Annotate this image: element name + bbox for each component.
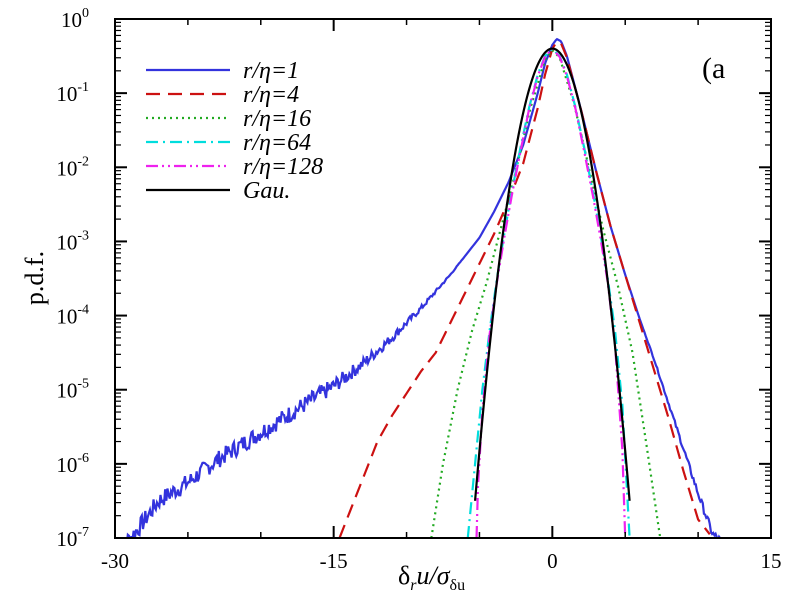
- x-tick-label: 0: [547, 549, 558, 573]
- legend-label: r/η=4: [243, 82, 299, 108]
- x-axis-label: δru/σδu: [398, 561, 465, 594]
- legend-label: r/η=16: [243, 106, 311, 132]
- legend-label: r/η=128: [243, 154, 323, 180]
- x-tick-label: 15: [761, 549, 782, 573]
- legend-label: Gau.: [243, 178, 290, 204]
- series-line-1: [122, 37, 722, 538]
- y-tick-label: 10-4: [56, 303, 89, 329]
- legend-label: r/η=1: [243, 58, 299, 84]
- y-tick-label: 10-7: [56, 525, 89, 551]
- y-tick-label: 100: [61, 6, 89, 32]
- y-tick-label: 10-5: [56, 377, 89, 403]
- x-tick-label: -30: [101, 549, 129, 573]
- y-axis-label: p.d.f.: [20, 251, 49, 305]
- series-line-2: [338, 40, 711, 538]
- series-line-4: [466, 47, 631, 538]
- x-label-u-sigma: u/σ: [417, 561, 451, 590]
- x-tick-label: -15: [320, 549, 348, 573]
- x-label-delta: δ: [398, 561, 410, 590]
- y-tick-label: 10-3: [56, 228, 89, 254]
- series-line-3: [430, 48, 662, 538]
- x-label-sub-du: δu: [450, 577, 466, 594]
- legend-label: r/η=64: [243, 130, 311, 156]
- panel-label: (a: [702, 52, 725, 85]
- plot-frame: [114, 18, 772, 539]
- series-line-5: [475, 47, 627, 538]
- y-tick-label: 10-1: [56, 80, 89, 106]
- y-tick-label: 10-2: [56, 154, 89, 180]
- y-tick-label: 10-6: [56, 451, 89, 477]
- x-label-sub-r: r: [410, 577, 417, 594]
- series-line-6: [473, 47, 631, 501]
